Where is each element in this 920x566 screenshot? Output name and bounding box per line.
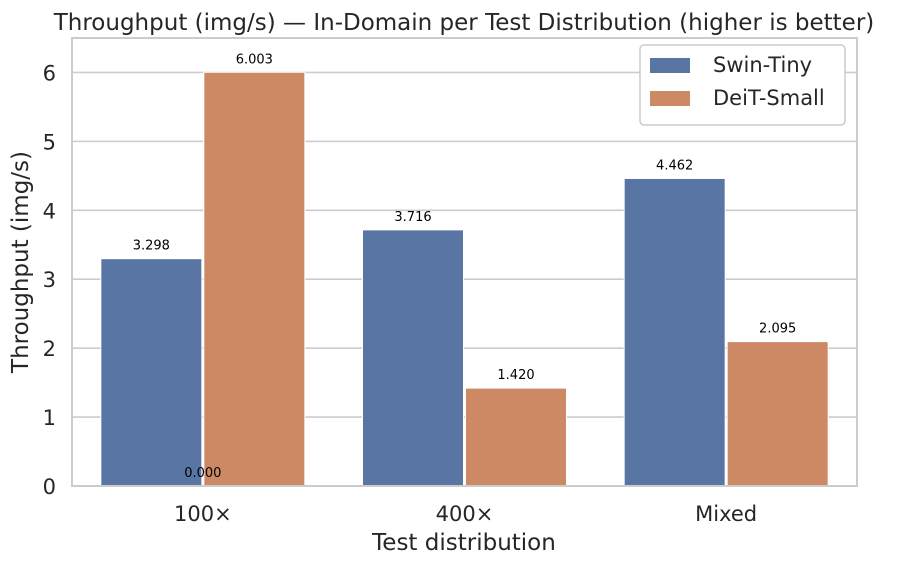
y-axis-label: Throughput (img/s) bbox=[8, 151, 34, 374]
y-axis-ticks: 0 1 2 3 4 5 6 bbox=[43, 61, 56, 499]
plot-frame bbox=[71, 37, 858, 487]
gridlines bbox=[72, 71, 857, 487]
legend-swatch bbox=[650, 91, 690, 106]
bar-value-label: 1.420 bbox=[497, 368, 534, 383]
legend-swatch bbox=[650, 58, 690, 73]
x-axis-label: Test distribution bbox=[371, 530, 556, 556]
chart-title: Throughput (img/s) — In-Domain per Test … bbox=[53, 10, 875, 36]
bar-swin-tiny bbox=[100, 258, 203, 487]
legend-label: DeiT-Small bbox=[713, 86, 825, 110]
legend-box bbox=[639, 44, 846, 126]
bar-value-label: 3.716 bbox=[394, 210, 431, 225]
x-axis-ticks: 100× 400× Mixed bbox=[174, 502, 757, 526]
bar-deit-small bbox=[203, 71, 306, 487]
x-tick-label: Mixed bbox=[695, 502, 757, 526]
legend: Swin-Tiny DeiT-Small bbox=[639, 44, 846, 126]
x-tick-label: 400× bbox=[436, 502, 494, 526]
bar-value-label: 2.095 bbox=[759, 322, 796, 337]
y-tick-label: 2 bbox=[43, 337, 56, 361]
y-tick-label: 5 bbox=[43, 130, 56, 154]
bar-swin-tiny bbox=[362, 229, 464, 487]
data-labels: 3.298 3.716 4.462 6.003 1.420 2.095 0.000 bbox=[133, 52, 797, 481]
x-tick-label: 100× bbox=[174, 502, 232, 526]
bar-swin-tiny bbox=[623, 177, 726, 487]
legend-label: Swin-Tiny bbox=[713, 53, 812, 77]
bar-value-label: 4.462 bbox=[656, 158, 693, 173]
y-tick-label: 3 bbox=[43, 268, 56, 292]
y-tick-label: 4 bbox=[43, 199, 56, 223]
bar-value-label: 3.298 bbox=[133, 239, 170, 254]
y-tick-label: 1 bbox=[43, 406, 56, 430]
bars bbox=[100, 71, 829, 487]
bar-deit-small bbox=[465, 387, 567, 487]
y-tick-label: 0 bbox=[43, 475, 56, 499]
bar-value-label: 6.003 bbox=[236, 52, 273, 67]
y-tick-label: 6 bbox=[43, 61, 56, 85]
bar-deit-small bbox=[726, 341, 829, 487]
zero-value-label: 0.000 bbox=[184, 466, 221, 481]
